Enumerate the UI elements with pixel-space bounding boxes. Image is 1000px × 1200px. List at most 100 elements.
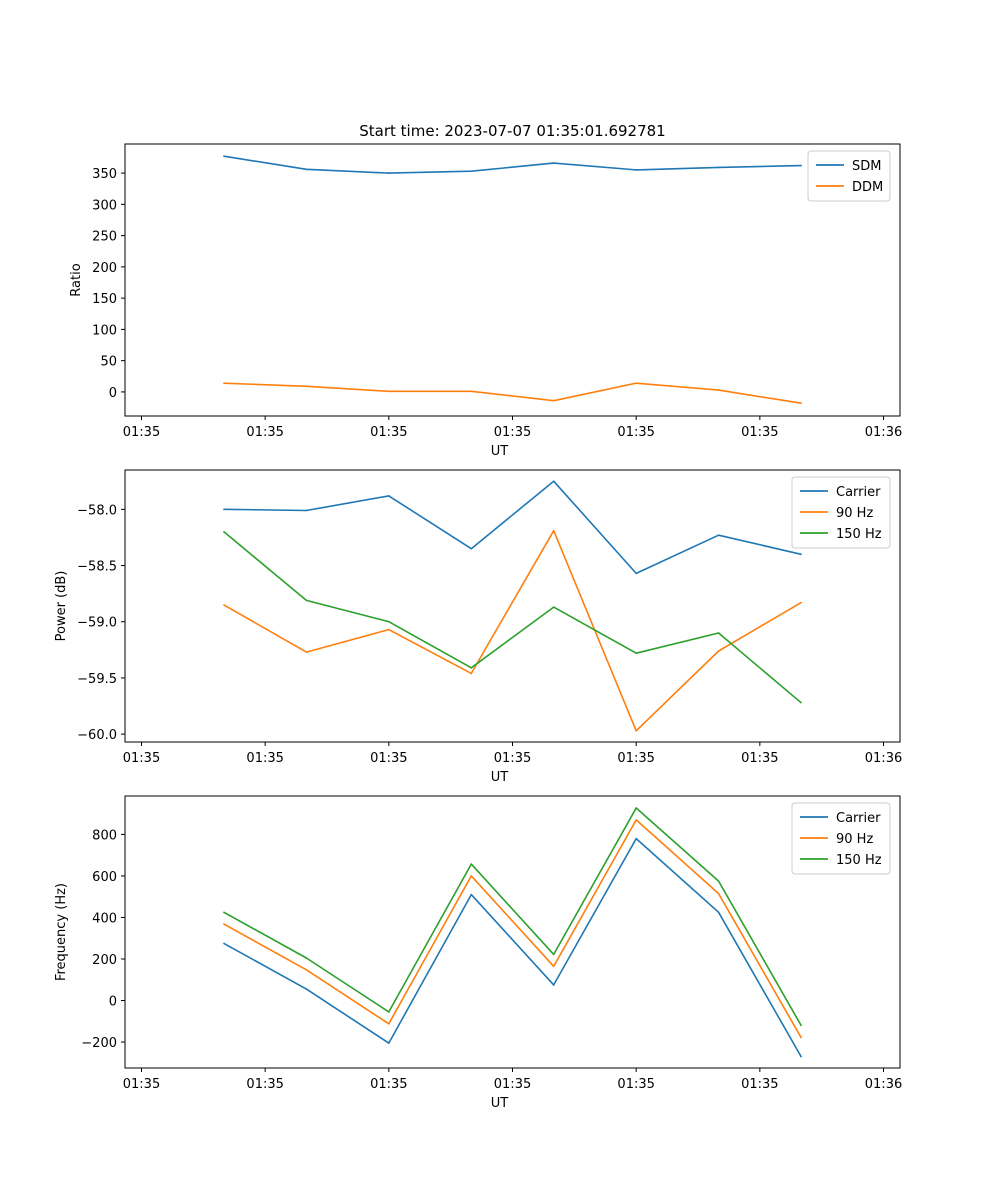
data-point bbox=[305, 651, 308, 653]
data-point bbox=[305, 168, 308, 171]
x-tick-label: 01:35 bbox=[494, 1077, 531, 1092]
y-tick-label: −58.0 bbox=[77, 503, 117, 518]
data-point bbox=[470, 672, 473, 675]
legend-label: SDM bbox=[852, 159, 881, 174]
series-line-carrier bbox=[223, 837, 802, 1057]
data-point bbox=[388, 495, 390, 497]
legend-label: Carrier bbox=[836, 485, 881, 500]
data-point bbox=[223, 531, 225, 533]
legend: Carrier 90 Hz 150 Hz bbox=[791, 802, 891, 875]
data-point bbox=[223, 604, 225, 606]
legend-label: DDM bbox=[852, 180, 883, 195]
data-point bbox=[717, 166, 720, 169]
series-line-carrier bbox=[223, 480, 802, 575]
data-point bbox=[717, 632, 720, 634]
x-tick-label: 01:35 bbox=[370, 1077, 407, 1092]
data-point bbox=[305, 968, 308, 971]
data-point bbox=[552, 965, 555, 968]
data-point bbox=[388, 1022, 390, 1025]
data-point bbox=[223, 155, 225, 157]
x-tick-label: 01:35 bbox=[246, 425, 283, 440]
x-tick-label: 01:35 bbox=[617, 1077, 654, 1092]
data-point bbox=[635, 169, 637, 171]
data-point bbox=[388, 1042, 390, 1044]
legend-label: Carrier bbox=[836, 811, 881, 826]
data-point bbox=[717, 534, 720, 536]
legend-label: 150 Hz bbox=[836, 853, 882, 868]
x-tick-label: 01:35 bbox=[741, 751, 778, 766]
data-point bbox=[388, 390, 390, 393]
x-tick-label: 01:35 bbox=[494, 425, 531, 440]
data-point bbox=[800, 601, 802, 604]
chart-2: 01:35 01:35 01:35 01:35 01:35 01:35 01:36 −60.0… bbox=[54, 469, 902, 785]
data-point bbox=[223, 508, 225, 511]
y-tick-label: 350 bbox=[92, 167, 117, 182]
x-tick-label: 01:35 bbox=[370, 425, 407, 440]
x-axis-label: UT bbox=[491, 444, 509, 459]
series-line-150-hz bbox=[223, 531, 802, 704]
data-point bbox=[223, 942, 225, 945]
data-point bbox=[388, 1011, 390, 1013]
data-point bbox=[635, 837, 637, 840]
data-point bbox=[470, 390, 473, 393]
data-point bbox=[305, 599, 308, 602]
data-point bbox=[635, 652, 637, 655]
x-tick-label: 01:35 bbox=[617, 751, 654, 766]
data-point bbox=[552, 953, 555, 956]
legend-label: 90 Hz bbox=[836, 832, 873, 847]
y-tick-label: 0 bbox=[109, 995, 117, 1010]
data-point bbox=[470, 667, 473, 669]
x-tick-label: 01:35 bbox=[494, 751, 531, 766]
data-point bbox=[635, 729, 637, 732]
y-tick-label: 150 bbox=[92, 292, 117, 307]
x-tick-label: 01:35 bbox=[123, 425, 160, 440]
data-point bbox=[635, 819, 637, 821]
data-point bbox=[717, 650, 720, 652]
x-tick-label: 01:35 bbox=[741, 1077, 778, 1092]
data-point bbox=[800, 164, 802, 167]
legend-label: 150 Hz bbox=[836, 527, 882, 542]
y-tick-label: 300 bbox=[92, 198, 117, 213]
data-point bbox=[717, 892, 720, 895]
data-point bbox=[305, 988, 308, 990]
x-tick-label: 01:35 bbox=[741, 425, 778, 440]
data-point bbox=[800, 701, 802, 704]
y-tick-label: −58.5 bbox=[77, 560, 117, 575]
data-point bbox=[223, 923, 225, 925]
legend-box bbox=[791, 476, 891, 549]
data-point bbox=[717, 911, 720, 914]
data-point bbox=[552, 480, 555, 483]
x-axis-label: UT bbox=[491, 770, 509, 785]
y-tick-label: 800 bbox=[92, 828, 117, 843]
x-tick-label: 01:35 bbox=[370, 751, 407, 766]
y-tick-label: −60.0 bbox=[77, 728, 117, 743]
x-axis-label: UT bbox=[491, 1096, 509, 1111]
data-point bbox=[470, 863, 473, 865]
data-point bbox=[800, 402, 802, 404]
x-tick-label: 01:35 bbox=[617, 425, 654, 440]
y-axis-label: Frequency (Hz) bbox=[54, 883, 69, 981]
data-point bbox=[305, 957, 308, 959]
y-tick-label: −200 bbox=[81, 1036, 117, 1051]
x-tick-label: 01:35 bbox=[246, 751, 283, 766]
series-line-ddm bbox=[223, 382, 802, 404]
legend: SDM DDM bbox=[807, 150, 891, 202]
data-point bbox=[388, 628, 390, 631]
chart-3: 01:35 01:35 01:35 01:35 01:35 01:35 01:36 −200 0… bbox=[54, 795, 902, 1111]
data-point bbox=[552, 606, 555, 608]
x-tick-label: 01:36 bbox=[865, 1077, 902, 1092]
data-point bbox=[717, 389, 720, 391]
data-point bbox=[800, 1036, 802, 1039]
legend-box bbox=[807, 150, 891, 202]
legend: Carrier 90 Hz 150 Hz bbox=[791, 476, 891, 549]
legend-box bbox=[791, 802, 891, 875]
y-axis-label: Ratio bbox=[69, 263, 84, 296]
data-point bbox=[470, 875, 473, 877]
y-tick-label: 600 bbox=[92, 870, 117, 885]
x-tick-label: 01:35 bbox=[123, 1077, 160, 1092]
y-tick-label: 50 bbox=[100, 355, 117, 370]
y-tick-label: 400 bbox=[92, 911, 117, 926]
data-point bbox=[800, 1055, 802, 1058]
data-point bbox=[305, 509, 308, 512]
data-point bbox=[223, 382, 225, 384]
